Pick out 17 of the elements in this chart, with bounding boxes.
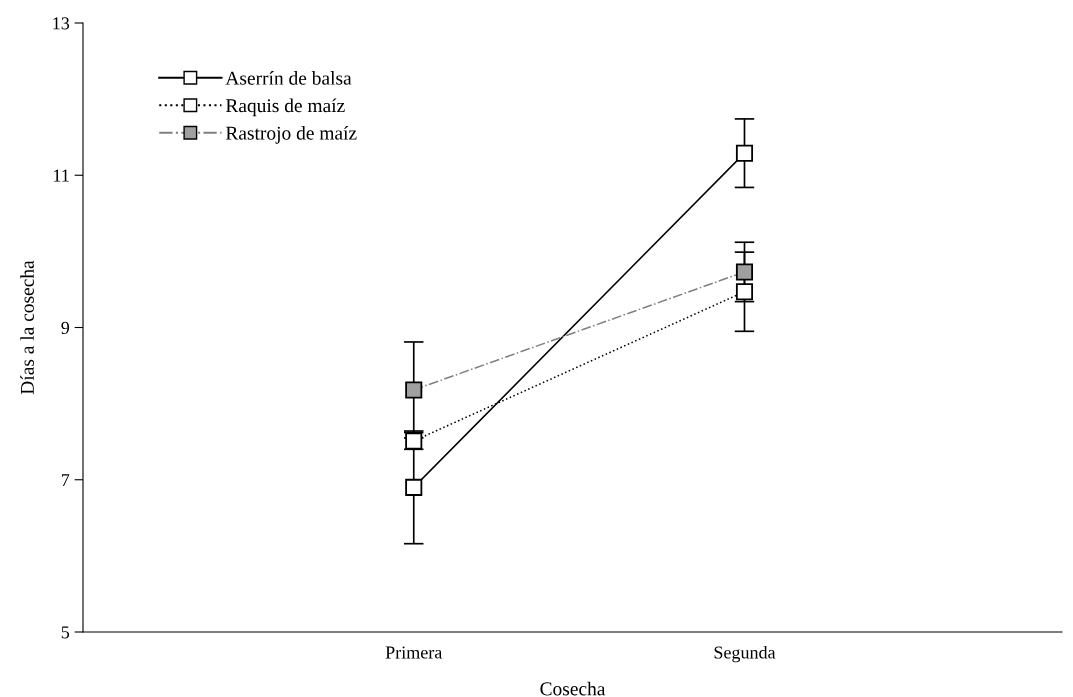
y-tick-label: 5 [61, 626, 70, 639]
point [735, 263, 754, 281]
point [405, 381, 423, 399]
x-tick-label: Primera [385, 646, 443, 659]
legend-label: Raquis de maíz [225, 98, 345, 117]
x-axis-title: Cosecha [540, 681, 606, 696]
legend-label: Aserrín de balsa [225, 71, 352, 85]
y-axis-title: Días a la cosecha [20, 260, 34, 395]
y-tick-label: 11 [54, 169, 69, 182]
x-tick-label: Segunda [714, 645, 776, 663]
point [405, 478, 423, 496]
legend-label: Rastrojo de maíz [225, 125, 357, 144]
point [735, 283, 754, 301]
y-tick-label: 7 [61, 474, 70, 487]
y-tick-label: 13 [53, 17, 70, 30]
point [735, 144, 754, 162]
y-tick-label: 9 [61, 321, 70, 334]
